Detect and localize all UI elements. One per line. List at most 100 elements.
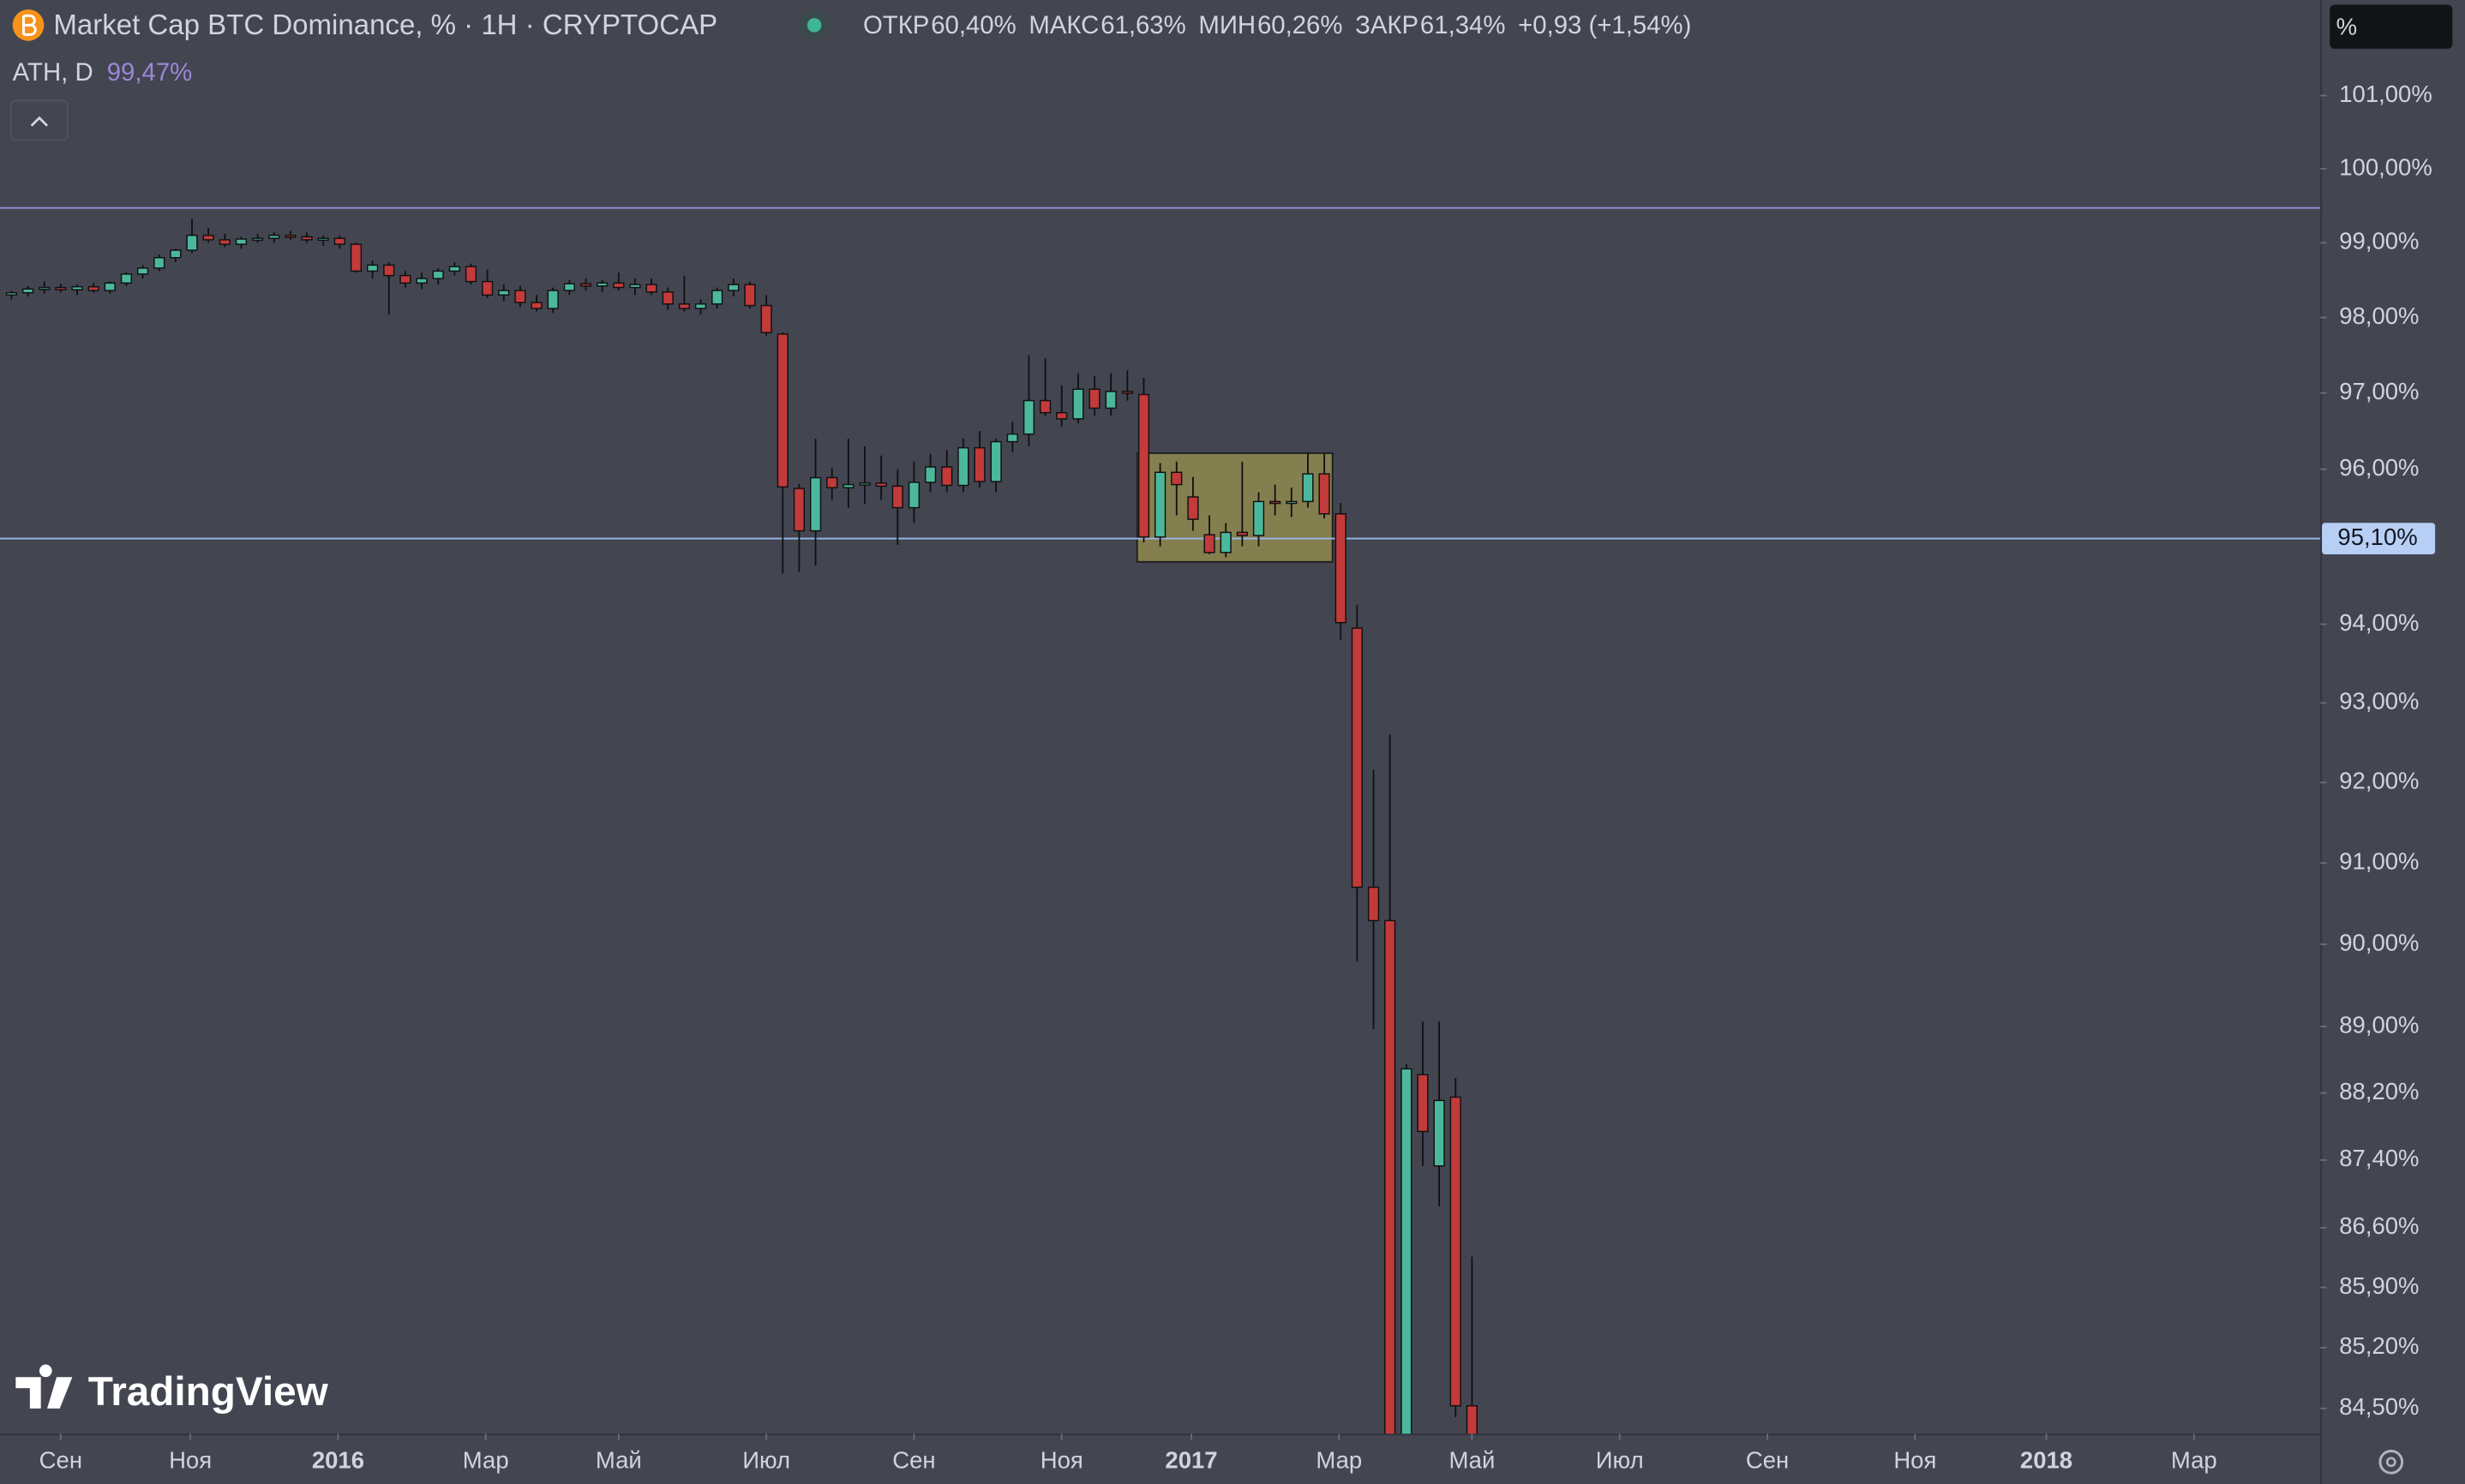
y-tick-label: 87,40% xyxy=(2339,1145,2419,1171)
ohlc-label: МИН xyxy=(1198,11,1256,39)
candle-body xyxy=(1433,1099,1445,1167)
plot-area xyxy=(0,206,2321,1434)
x-tick-label: Мар xyxy=(463,1447,509,1474)
x-tick-label: Июл xyxy=(742,1447,790,1474)
candle-body xyxy=(1105,391,1117,410)
y-tick-label: 100,00% xyxy=(2339,153,2432,180)
collapse-icon xyxy=(30,116,48,127)
highlight-box xyxy=(1136,452,1334,563)
candle-body xyxy=(597,282,609,287)
candle-body xyxy=(728,284,740,291)
y-tick-label: 99,00% xyxy=(2339,228,2419,254)
candle-body xyxy=(153,256,165,269)
candle-body xyxy=(1137,393,1150,538)
y-tick-label: 92,00% xyxy=(2339,768,2419,794)
candle-body xyxy=(957,446,969,487)
candle-body xyxy=(859,482,871,486)
candle-body xyxy=(974,446,986,482)
status-dot xyxy=(807,18,822,33)
candle-body xyxy=(219,239,231,245)
candle-body xyxy=(5,291,18,296)
candle-body xyxy=(579,283,592,287)
candle-body xyxy=(1006,433,1018,443)
candle-body xyxy=(1155,471,1167,538)
candle-body xyxy=(1269,500,1281,505)
candle-body xyxy=(448,266,460,272)
candle-body xyxy=(1318,473,1330,515)
candle-body xyxy=(1286,500,1298,505)
candle-body xyxy=(383,264,395,277)
y-tick-label: 88,20% xyxy=(2339,1078,2419,1104)
candle-body xyxy=(432,270,444,279)
candle-body xyxy=(826,476,838,488)
candle-body xyxy=(55,286,67,290)
x-tick-label: Сен xyxy=(39,1447,82,1474)
logo-text: TradingView xyxy=(88,1369,329,1415)
candle-body xyxy=(678,303,690,309)
candle-body xyxy=(563,283,575,291)
candle-body xyxy=(613,282,625,289)
y-tick-label: 93,00% xyxy=(2339,688,2419,715)
candle-body xyxy=(1351,627,1363,889)
y-tick-label: 98,00% xyxy=(2339,302,2419,329)
candle-body xyxy=(1252,500,1265,536)
candle-body xyxy=(367,264,379,272)
candle-body xyxy=(1417,1074,1429,1133)
y-tick-label: 89,00% xyxy=(2339,1011,2419,1038)
x-tick-label: Ноя xyxy=(1041,1447,1083,1474)
candle-body xyxy=(1187,496,1199,520)
candle-body xyxy=(317,237,329,242)
y-tick-label: 85,90% xyxy=(2339,1272,2419,1299)
price-label: 95,10% xyxy=(2337,524,2417,550)
candle-body xyxy=(1089,388,1101,410)
candle-body xyxy=(202,234,214,241)
candle-body xyxy=(465,266,477,283)
candle-body xyxy=(21,288,34,294)
x-tick-label: Май xyxy=(1448,1447,1495,1474)
candle-body xyxy=(514,290,526,303)
x-tick-label: Сен xyxy=(1746,1447,1789,1474)
ohlc-legend: ОТКР 60,40% МАКС 61,63% МИН 60,26% ЗАКР 61,34% +… xyxy=(863,11,1691,39)
candle-body xyxy=(333,237,345,245)
candle-body xyxy=(1466,1404,1478,1434)
settings-button[interactable] xyxy=(2378,1450,2404,1475)
candle-body xyxy=(482,280,494,296)
ath-name: ATH, D xyxy=(13,58,93,87)
y-tick-label: 86,60% xyxy=(2339,1212,2419,1239)
x-tick-label: 2016 xyxy=(312,1447,364,1474)
x-tick-label: 2017 xyxy=(1165,1447,1217,1474)
candle-body xyxy=(793,488,806,532)
candle-body xyxy=(1367,886,1380,922)
y-tick-label: 85,20% xyxy=(2339,1332,2419,1359)
candle-body xyxy=(645,284,657,293)
x-tick-label: Ноя xyxy=(1893,1447,1936,1474)
scale-mode-button[interactable] xyxy=(2330,4,2453,49)
candle-body xyxy=(301,236,313,241)
collapse-button[interactable] xyxy=(9,99,69,141)
ohlc-value: 60,26% xyxy=(1257,11,1343,39)
candle-body xyxy=(120,273,133,284)
candle-body xyxy=(1220,531,1232,554)
y-tick-label: 94,00% xyxy=(2339,609,2419,636)
ohlc-label: ОТКР xyxy=(863,11,929,39)
x-tick-label: Май xyxy=(596,1447,642,1474)
candle-body xyxy=(1236,531,1248,536)
y-tick-label: 96,00% xyxy=(2339,454,2419,481)
candle-body xyxy=(251,237,264,242)
candle-body xyxy=(71,285,83,290)
candle-body xyxy=(350,243,363,272)
candle-body xyxy=(399,274,411,284)
candle-body xyxy=(711,290,723,305)
x-tick-label: Сен xyxy=(892,1447,935,1474)
coin-icon-glyph xyxy=(22,14,37,36)
price-label-box xyxy=(2322,523,2436,554)
candle-body xyxy=(941,466,953,487)
ohlc-value: 61,63% xyxy=(1101,11,1186,39)
candle-body xyxy=(1040,399,1052,414)
candle-body xyxy=(498,290,510,296)
logo-icon xyxy=(15,1364,73,1409)
candle-body xyxy=(1203,534,1215,554)
y-tick-label: 101,00% xyxy=(2339,81,2432,107)
